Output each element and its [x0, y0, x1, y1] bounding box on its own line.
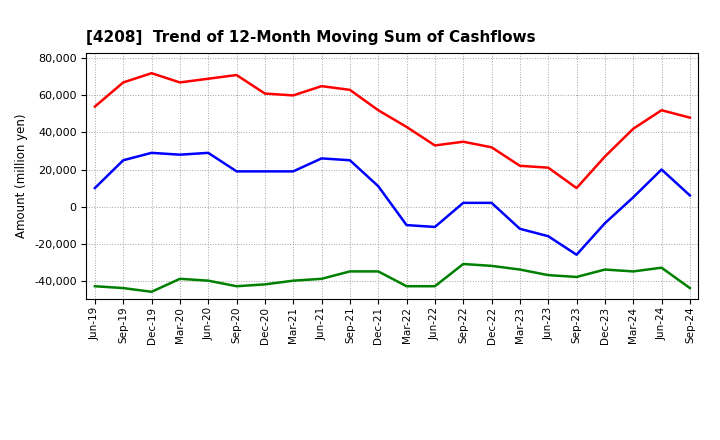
Investing Cashflow — [148, 289, 156, 294]
Investing Cashflow — [346, 269, 354, 274]
Y-axis label: Amount (million yen): Amount (million yen) — [16, 114, 29, 238]
Free Cashflow — [516, 226, 524, 231]
Investing Cashflow — [233, 284, 241, 289]
Investing Cashflow — [431, 284, 439, 289]
Free Cashflow — [148, 150, 156, 155]
Free Cashflow — [119, 158, 127, 163]
Free Cashflow — [204, 150, 212, 155]
Operating Cashflow — [346, 87, 354, 92]
Operating Cashflow — [91, 104, 99, 109]
Free Cashflow — [374, 183, 382, 189]
Operating Cashflow — [544, 165, 552, 170]
Investing Cashflow — [402, 284, 411, 289]
Free Cashflow — [487, 200, 496, 205]
Investing Cashflow — [204, 278, 212, 283]
Text: [4208]  Trend of 12-Month Moving Sum of Cashflows: [4208] Trend of 12-Month Moving Sum of C… — [86, 29, 536, 45]
Operating Cashflow — [374, 108, 382, 113]
Operating Cashflow — [685, 115, 694, 120]
Free Cashflow — [657, 167, 666, 172]
Free Cashflow — [233, 169, 241, 174]
Operating Cashflow — [516, 163, 524, 169]
Free Cashflow — [459, 200, 467, 205]
Free Cashflow — [346, 158, 354, 163]
Investing Cashflow — [600, 267, 609, 272]
Investing Cashflow — [176, 276, 184, 282]
Investing Cashflow — [289, 278, 297, 283]
Investing Cashflow — [657, 265, 666, 270]
Investing Cashflow — [318, 276, 326, 282]
Operating Cashflow — [318, 84, 326, 89]
Investing Cashflow — [119, 286, 127, 291]
Investing Cashflow — [544, 272, 552, 278]
Investing Cashflow — [91, 284, 99, 289]
Free Cashflow — [91, 185, 99, 191]
Investing Cashflow — [572, 274, 581, 279]
Investing Cashflow — [685, 286, 694, 291]
Investing Cashflow — [261, 282, 269, 287]
Free Cashflow — [629, 194, 637, 200]
Free Cashflow — [289, 169, 297, 174]
Free Cashflow — [402, 223, 411, 228]
Investing Cashflow — [516, 267, 524, 272]
Free Cashflow — [600, 220, 609, 226]
Investing Cashflow — [374, 269, 382, 274]
Operating Cashflow — [459, 139, 467, 144]
Operating Cashflow — [402, 124, 411, 129]
Free Cashflow — [544, 234, 552, 239]
Operating Cashflow — [487, 145, 496, 150]
Free Cashflow — [572, 252, 581, 257]
Investing Cashflow — [459, 261, 467, 267]
Free Cashflow — [431, 224, 439, 230]
Free Cashflow — [318, 156, 326, 161]
Line: Investing Cashflow: Investing Cashflow — [95, 264, 690, 292]
Operating Cashflow — [572, 185, 581, 191]
Operating Cashflow — [289, 93, 297, 98]
Line: Operating Cashflow: Operating Cashflow — [95, 73, 690, 188]
Free Cashflow — [261, 169, 269, 174]
Free Cashflow — [176, 152, 184, 158]
Operating Cashflow — [119, 80, 127, 85]
Operating Cashflow — [204, 76, 212, 81]
Operating Cashflow — [657, 108, 666, 113]
Operating Cashflow — [629, 126, 637, 132]
Operating Cashflow — [261, 91, 269, 96]
Operating Cashflow — [431, 143, 439, 148]
Free Cashflow — [685, 193, 694, 198]
Operating Cashflow — [148, 70, 156, 76]
Operating Cashflow — [176, 80, 184, 85]
Line: Free Cashflow: Free Cashflow — [95, 153, 690, 255]
Operating Cashflow — [600, 154, 609, 159]
Operating Cashflow — [233, 73, 241, 78]
Investing Cashflow — [487, 263, 496, 268]
Investing Cashflow — [629, 269, 637, 274]
